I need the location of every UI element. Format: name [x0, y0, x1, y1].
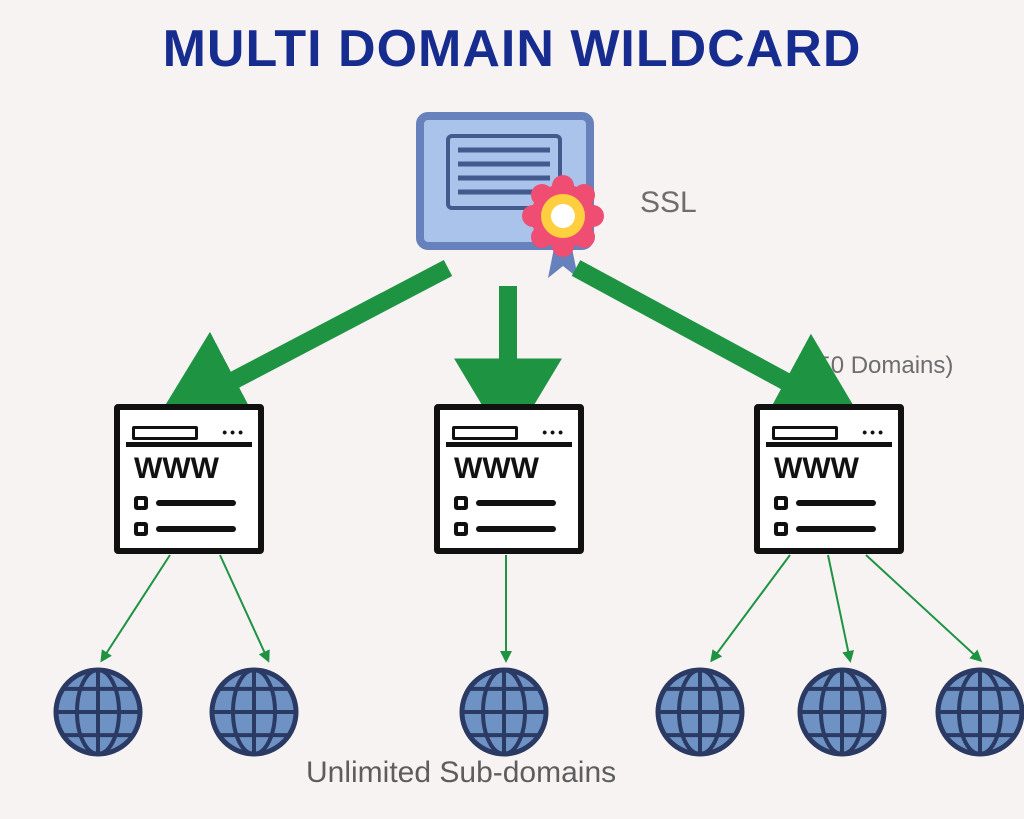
www-text: WWW: [454, 452, 539, 486]
diagram-canvas: MULTI DOMAIN WILDCARD SSL (250 Domains) …: [0, 0, 1024, 819]
arrow-domain-to-subdomain: [102, 555, 170, 660]
globe-icon: [800, 670, 884, 754]
arrow-domain-to-subdomain: [712, 555, 790, 660]
ssl-label: SSL: [640, 186, 697, 220]
browser-window-icon: ••• WWW: [114, 404, 264, 554]
globe-icon: [462, 670, 546, 754]
globe-icon: [56, 670, 140, 754]
globe-icon: [938, 670, 1022, 754]
globe-icon: [212, 670, 296, 754]
ssl-certificate-icon: [408, 108, 608, 288]
domains-count-label: (250 Domains): [796, 352, 953, 380]
subdomains-label: Unlimited Sub-domains: [306, 756, 616, 790]
browser-window-icon: ••• WWW: [754, 404, 904, 554]
www-text: WWW: [134, 452, 219, 486]
globe-icon: [658, 670, 742, 754]
arrow-domain-to-subdomain: [866, 555, 980, 660]
browser-window-icon: ••• WWW: [434, 404, 584, 554]
arrow-domain-to-subdomain: [220, 555, 268, 660]
arrow-cert-to-domain: [576, 268, 820, 400]
arrow-domain-to-subdomain: [828, 555, 850, 660]
www-text: WWW: [774, 452, 859, 486]
diagram-title: MULTI DOMAIN WILDCARD: [0, 22, 1024, 77]
